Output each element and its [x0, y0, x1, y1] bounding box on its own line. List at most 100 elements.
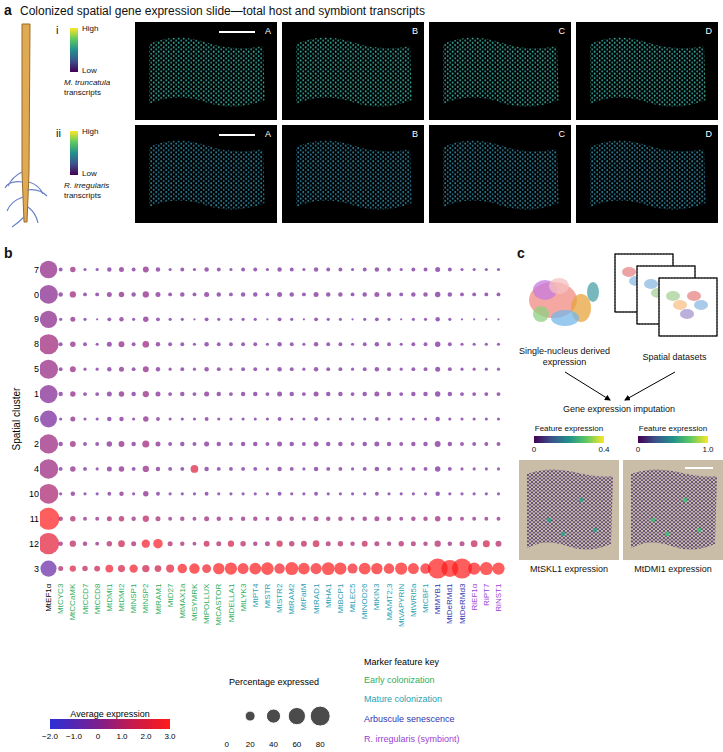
html-text:M. truncatula: M. truncatula [64, 78, 111, 87]
svg-text:D: D [706, 129, 713, 139]
svg-text:MtLYK3: MtLYK3 [239, 583, 248, 611]
svg-text:0: 0 [34, 290, 39, 300]
html-text:Colonized spatial gene express: Colonized spatial gene expression slide—… [20, 4, 425, 18]
svg-text:MtD27: MtD27 [166, 583, 175, 607]
svg-text:Average expression: Average expression [70, 709, 149, 719]
html-text:b: b [4, 245, 13, 261]
svg-text:B: B [412, 26, 418, 36]
svg-text:MtPOLLUX: MtPOLLUX [202, 583, 211, 624]
svg-text:2: 2 [34, 439, 39, 449]
svg-text:40: 40 [269, 740, 278, 749]
html-text:transcripts: transcripts [64, 191, 101, 200]
svg-text:10: 10 [29, 489, 39, 499]
svg-text:MtCCD7: MtCCD7 [81, 583, 90, 614]
svg-text:MtRAM2: MtRAM2 [287, 583, 296, 615]
svg-text:MtDeRMd1: MtDeRMd1 [445, 583, 454, 624]
svg-text:−1.0: −1.0 [66, 732, 82, 741]
svg-text:C: C [559, 26, 566, 36]
svg-text:Early colonization: Early colonization [364, 675, 435, 685]
svg-text:8: 8 [34, 339, 39, 349]
svg-text:C: C [559, 129, 566, 139]
svg-text:R. irregularis (symbiont): R. irregularis (symbiont) [364, 734, 460, 744]
svg-text:MtPT4: MtPT4 [251, 583, 260, 607]
svg-text:20: 20 [246, 740, 255, 749]
svg-text:MtDMI2: MtDMI2 [117, 583, 126, 612]
svg-text:0: 0 [96, 732, 101, 741]
html-text:0.4: 0.4 [598, 445, 610, 454]
svg-text:80: 80 [316, 740, 325, 749]
svg-text:Percentage expressed: Percentage expressed [229, 677, 319, 687]
html-text:Low: Low [82, 169, 97, 178]
html-text:Gene expression imputation: Gene expression imputation [563, 404, 675, 414]
svg-text:A: A [265, 26, 271, 36]
html-text:Single-nucleus derived express: Single-nucleus derived expression [519, 346, 610, 367]
svg-text:Arbuscule senescence: Arbuscule senescence [364, 714, 455, 724]
svg-text:2.0: 2.0 [140, 732, 152, 741]
svg-text:60: 60 [292, 740, 301, 749]
svg-text:MtRAM1: MtRAM1 [154, 583, 163, 615]
svg-text:1: 1 [34, 389, 39, 399]
svg-text:3: 3 [34, 564, 39, 574]
svg-text:Marker feature key: Marker feature key [364, 657, 440, 667]
svg-text:MtRAD1: MtRAD1 [312, 583, 321, 614]
svg-text:RiEF1α: RiEF1α [470, 583, 479, 610]
html-text:High: High [82, 24, 99, 33]
html-text:Spatial datasets: Spatial datasets [642, 352, 707, 362]
svg-text:MtNOD26: MtNOD26 [360, 583, 369, 619]
svg-text:11: 11 [30, 514, 39, 524]
svg-text:A: A [265, 129, 271, 139]
svg-text:MtEF1α: MtEF1α [44, 583, 53, 612]
svg-text:MtAMT2;3: MtAMT2;3 [385, 583, 394, 620]
svg-text:MtKIN3: MtKIN3 [372, 583, 381, 610]
html-text:0: 0 [531, 445, 537, 454]
svg-text:9: 9 [34, 314, 39, 324]
svg-text:7: 7 [34, 265, 39, 275]
svg-text:MtSTR2: MtSTR2 [275, 583, 284, 613]
svg-text:MtWRI5a: MtWRI5a [409, 583, 418, 617]
html-text:c: c [517, 245, 525, 261]
svg-text:MtCCD8: MtCCD8 [93, 583, 102, 614]
html-text:High: High [82, 127, 99, 136]
svg-text:RiPT7: RiPT7 [482, 583, 491, 606]
svg-text:MtCCaMK: MtCCaMK [68, 583, 77, 621]
html-text:transcripts: transcripts [64, 88, 101, 97]
svg-text:Spatial cluster: Spatial cluster [11, 387, 22, 450]
html-text:MtSKL1 expression: MtSKL1 expression [530, 564, 608, 574]
svg-text:0: 0 [225, 740, 230, 749]
svg-text:MtVAPYRIN: MtVAPYRIN [397, 583, 406, 627]
svg-text:MtDeRMd3: MtDeRMd3 [458, 583, 467, 624]
svg-text:MtBCP1: MtBCP1 [336, 583, 345, 613]
svg-text:MtLEC5: MtLEC5 [348, 583, 357, 612]
html-text:1.0: 1.0 [702, 445, 714, 454]
svg-text:−2.0: −2.0 [42, 732, 58, 741]
html-text:R. irregularis: R. irregularis [64, 181, 110, 190]
html-text:Feature expression: Feature expression [534, 424, 604, 433]
svg-text:D: D [706, 26, 713, 36]
svg-text:4: 4 [34, 464, 39, 474]
svg-text:MtNSP2: MtNSP2 [141, 583, 150, 613]
svg-text:MtSTR: MtSTR [263, 583, 272, 608]
svg-text:B: B [412, 129, 418, 139]
svg-text:MtNSP1: MtNSP1 [129, 583, 138, 613]
html-text:MtDMI1 expression: MtDMI1 expression [634, 564, 712, 574]
svg-text:MtCBF1: MtCBF1 [421, 583, 430, 613]
html-text:a: a [4, 2, 12, 18]
svg-text:5: 5 [34, 364, 39, 374]
svg-text:MtHA1: MtHA1 [324, 583, 333, 608]
svg-text:MtSYMRK: MtSYMRK [190, 583, 199, 621]
svg-text:MtCASTOR: MtCASTOR [214, 583, 223, 625]
svg-text:12: 12 [29, 539, 39, 549]
svg-text:MtMYB1: MtMYB1 [433, 583, 442, 614]
html-text:Feature expression: Feature expression [638, 424, 708, 433]
svg-text:MtCYC3: MtCYC3 [56, 583, 65, 614]
svg-text:6: 6 [34, 414, 39, 424]
svg-text:MtMAX1a: MtMAX1a [178, 583, 187, 619]
svg-text:MtFatM: MtFatM [300, 583, 309, 610]
svg-text:RiNST1: RiNST1 [494, 583, 503, 612]
svg-text:Mature colonization: Mature colonization [364, 694, 442, 704]
svg-text:3.0: 3.0 [164, 732, 176, 741]
svg-text:MtDMI1: MtDMI1 [105, 583, 114, 612]
svg-text:MtDELLA1: MtDELLA1 [227, 583, 236, 622]
svg-text:1.0: 1.0 [116, 732, 128, 741]
html-text:Low: Low [82, 66, 97, 75]
